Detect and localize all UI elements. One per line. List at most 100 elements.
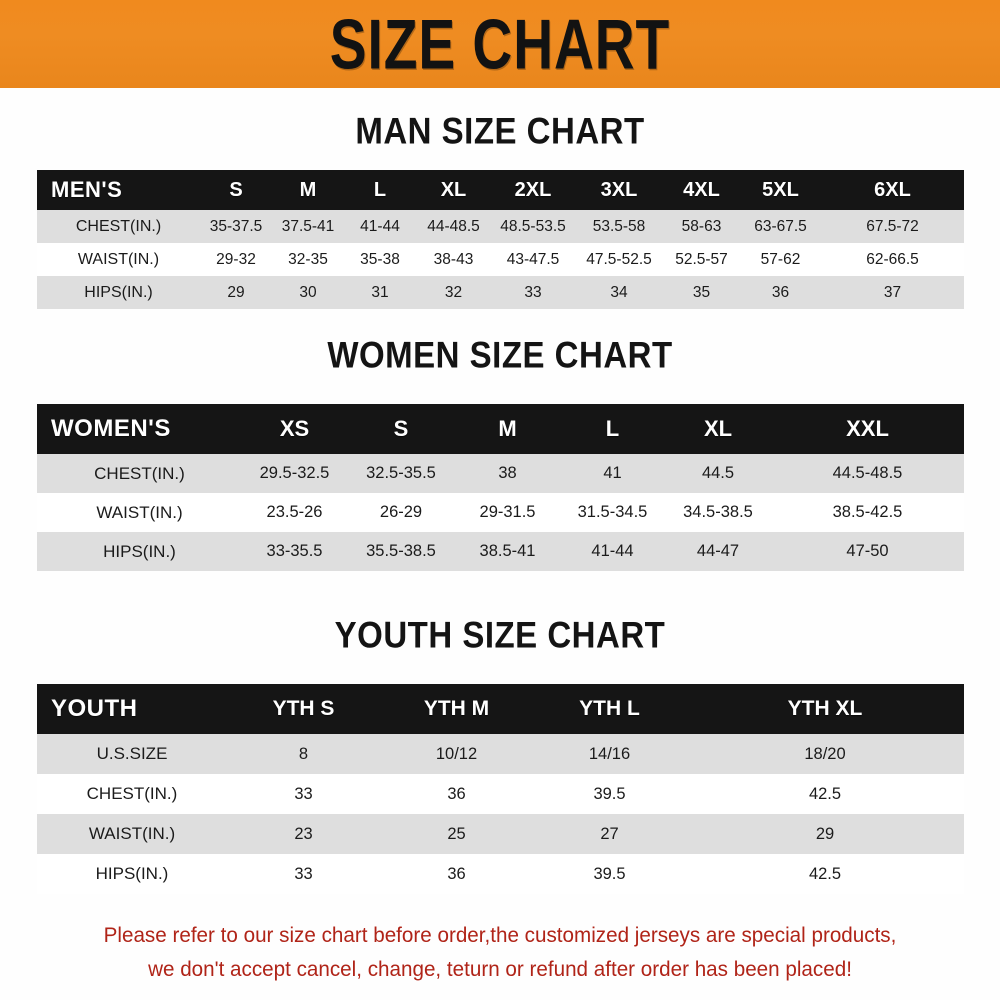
- man-measure-label: CHEST(IN.): [75, 217, 162, 235]
- youth-table-head: YOUTH YTH S YTH M YTH L YTH XL: [37, 684, 964, 734]
- youth-table-row: U.S.SIZE 8 10/12 14/16 18/20: [37, 734, 964, 774]
- man-table-row: CHEST(IN.) 35-37.5 37.5-41 41-44 44-48.5 48.5…: [37, 210, 964, 243]
- man-measure-value: 58-63: [681, 217, 722, 235]
- youth-measure-value: 39.5: [593, 864, 626, 883]
- man-size-column-header: S: [229, 178, 243, 201]
- women-measure-value: 41: [603, 464, 622, 482]
- women-row-header-label: WOMEN'S: [51, 415, 171, 442]
- women-measure-value: 33-35.5: [266, 542, 323, 560]
- man-measure-value: 34: [610, 283, 628, 301]
- youth-measure-value: 25: [447, 824, 466, 843]
- youth-size-column-header: YTH M: [423, 697, 490, 720]
- women-measure-value: 26-29: [379, 503, 423, 521]
- man-size-column-header: 4XL: [683, 178, 720, 201]
- man-measure-value: 63-67.5: [754, 217, 807, 235]
- women-table-head: WOMEN'S XS S M L XL XXL: [37, 404, 964, 454]
- youth-size-column-header: YTH S: [272, 697, 335, 720]
- man-measure-value: 29: [227, 283, 245, 301]
- women-size-column-header: XL: [703, 416, 733, 441]
- women-measure-value: 44-47: [696, 542, 740, 560]
- women-measure-value: 41-44: [591, 542, 634, 560]
- youth-measure-value: 14/16: [588, 744, 631, 763]
- youth-measure-value: 42.5: [808, 864, 842, 883]
- youth-size-column-header: YTH XL: [787, 697, 863, 720]
- man-table-head: MEN'S S M L XL 2XL 3XL 4XL 5XL 6XL: [37, 170, 964, 210]
- women-measure-value: 44.5-48.5: [832, 464, 903, 482]
- man-measure-value: 35-38: [360, 250, 400, 268]
- youth-header-row: YOUTH YTH S YTH M YTH L YTH XL: [37, 684, 964, 734]
- man-header-row: MEN'S S M L XL 2XL 3XL 4XL 5XL 6XL: [37, 170, 964, 210]
- women-size-column-header: M: [498, 416, 517, 441]
- youth-measure-value: 36: [447, 864, 466, 883]
- man-size-column-header: 5XL: [762, 178, 799, 201]
- man-measure-value: 48.5-53.5: [500, 217, 566, 235]
- youth-row-header-label: YOUTH: [51, 695, 138, 722]
- man-table-row: HIPS(IN.) 29 30 31 32 33 34 35 36 37: [37, 276, 964, 309]
- man-measure-value: 47.5-52.5: [586, 250, 652, 268]
- man-size-column-header: XL: [440, 178, 467, 201]
- youth-measure-value: 33: [294, 864, 313, 883]
- youth-section-title: YOUTH SIZE CHART: [334, 614, 666, 656]
- youth-measure-value: 18/20: [804, 744, 846, 763]
- youth-measure-value: 8: [298, 744, 309, 763]
- footer-note-line-1: Please refer to our size chart before or…: [103, 923, 897, 947]
- man-measure-value: 33: [524, 283, 542, 301]
- women-measure-value: 34.5-38.5: [683, 503, 753, 521]
- women-header-row: WOMEN'S XS S M L XL XXL: [37, 404, 964, 454]
- women-measure-value: 44.5: [701, 464, 735, 482]
- man-table-row: WAIST(IN.) 29-32 32-35 35-38 38-43 43-47.5 47.…: [37, 243, 964, 276]
- man-table-body: CHEST(IN.) 35-37.5 37.5-41 41-44 44-48.5 48.5…: [37, 210, 964, 309]
- women-measure-value: 38.5-42.5: [832, 503, 903, 521]
- youth-measure-value: 27: [600, 824, 619, 843]
- youth-size-column-header: YTH L: [579, 697, 640, 720]
- youth-measure-label: U.S.SIZE: [96, 744, 168, 763]
- youth-table-row: HIPS(IN.) 33 36 39.5 42.5: [37, 854, 964, 894]
- banner-title: SIZE CHART: [329, 4, 671, 84]
- women-measure-label: WAIST(IN.): [96, 502, 183, 522]
- women-size-table: WOMEN'S XS S M L XL XXL CHEST(IN.) 29.5-32.5 32.…: [37, 404, 964, 571]
- man-measure-label: WAIST(IN.): [77, 250, 160, 268]
- footer-note-line-2: we don't accept cancel, change, teturn o…: [148, 957, 852, 981]
- man-measure-value: 32: [444, 283, 463, 301]
- youth-size-table: YOUTH YTH S YTH M YTH L YTH XL U.S.SIZE 8 10/1…: [37, 684, 964, 894]
- youth-measure-value: 36: [447, 784, 466, 803]
- women-measure-value: 31.5-34.5: [577, 503, 648, 521]
- man-measure-value: 67.5-72: [866, 217, 919, 235]
- footer-note: Please refer to our size chart before or…: [20, 918, 980, 986]
- youth-table-row: WAIST(IN.) 23 25 27 29: [37, 814, 964, 854]
- youth-measure-label: WAIST(IN.): [88, 824, 176, 843]
- youth-measure-label: CHEST(IN.): [86, 784, 178, 803]
- youth-measure-value: 29: [815, 824, 835, 843]
- women-measure-value: 23.5-26: [266, 503, 323, 521]
- women-size-column-header: XS: [279, 416, 310, 441]
- women-table-body: CHEST(IN.) 29.5-32.5 32.5-35.5 38 41 44.5 44.5…: [37, 454, 964, 571]
- women-table-row: HIPS(IN.) 33-35.5 35.5-38.5 38.5-41 41-44 44-…: [37, 532, 964, 571]
- man-measure-value: 35-37.5: [209, 217, 263, 235]
- youth-measure-value: 42.5: [808, 784, 842, 803]
- women-table-row: WAIST(IN.) 23.5-26 26-29 29-31.5 31.5-34.5 34…: [37, 493, 964, 532]
- man-measure-value: 41-44: [360, 217, 400, 235]
- man-size-column-header: M: [299, 178, 317, 201]
- youth-measure-value: 23: [294, 824, 313, 843]
- man-size-column-header: L: [373, 178, 387, 201]
- page-banner: SIZE CHART: [0, 0, 1000, 88]
- man-section-title: MAN SIZE CHART: [355, 110, 645, 152]
- youth-measure-value: 10/12: [435, 744, 478, 763]
- women-measure-value: 47-50: [846, 542, 889, 560]
- youth-measure-value: 39.5: [593, 784, 626, 803]
- women-measure-value: 29-31.5: [479, 503, 536, 521]
- man-measure-value: 29-32: [216, 250, 256, 268]
- man-measure-value: 35: [692, 283, 711, 301]
- man-measure-value: 52.5-57: [675, 250, 728, 268]
- women-size-column-header: S: [393, 416, 409, 441]
- man-row-header-label: MEN'S: [51, 177, 123, 202]
- women-measure-value: 32.5-35.5: [366, 464, 436, 482]
- women-size-column-header: XXL: [846, 416, 889, 441]
- women-measure-value: 35.5-38.5: [366, 542, 436, 560]
- man-measure-value: 30: [299, 283, 317, 301]
- man-measure-value: 43-47.5: [506, 250, 560, 268]
- man-measure-value: 37: [883, 283, 902, 301]
- women-measure-label: CHEST(IN.): [94, 463, 185, 483]
- women-table-row: CHEST(IN.) 29.5-32.5 32.5-35.5 38 41 44.5 44.5…: [37, 454, 964, 493]
